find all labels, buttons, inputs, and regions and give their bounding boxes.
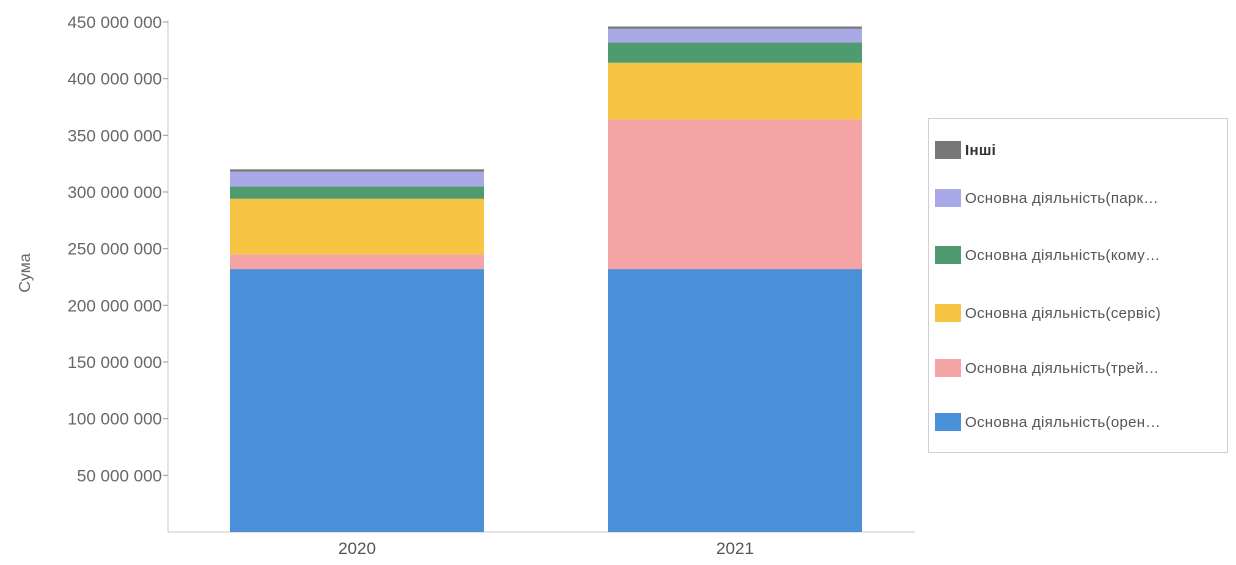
bar-segment — [230, 198, 484, 255]
y-tick-label: 400 000 000 — [67, 70, 162, 89]
y-tick-label: 150 000 000 — [67, 353, 162, 372]
bar-segment — [608, 42, 862, 63]
legend-label: Основна діяльність(парк… — [965, 189, 1159, 207]
bar-segment — [230, 269, 484, 532]
y-tick-label: 100 000 000 — [67, 410, 162, 429]
bar-segment — [608, 28, 862, 43]
chart-legend: Інші Основна діяльність(парк… Основна діял… — [928, 118, 1228, 453]
bar-segment — [230, 171, 484, 187]
y-tick-label: 350 000 000 — [67, 126, 162, 145]
legend-label: Основна діяльність(орен… — [965, 413, 1161, 431]
x-tick-label: 2021 — [716, 539, 754, 558]
bar-segment — [608, 119, 862, 270]
legend-label: Основна діяльність(сервіс) — [965, 304, 1161, 322]
x-tick-label: 2020 — [338, 539, 376, 558]
y-tick-label: 200 000 000 — [67, 296, 162, 315]
legend-item[interactable]: Основна діяльність(орен… — [935, 413, 1161, 431]
bar-segment — [230, 169, 484, 172]
y-tick-label: 300 000 000 — [67, 183, 162, 202]
bar-segment — [608, 62, 862, 120]
bar-segment — [230, 254, 484, 270]
bar-segment — [608, 269, 862, 532]
legend-item[interactable]: Основна діяльність(сервіс) — [935, 304, 1161, 322]
legend-label: Основна діяльність(трей… — [965, 359, 1160, 377]
y-axis-label: Сума — [17, 253, 34, 292]
y-tick-label: 250 000 000 — [67, 240, 162, 259]
legend-swatch — [935, 304, 961, 322]
legend-item[interactable]: Основна діяльність(трей… — [935, 359, 1159, 377]
legend-swatch — [935, 189, 961, 207]
bar-segment — [230, 186, 484, 199]
legend-swatch — [935, 413, 961, 431]
legend-item[interactable]: Інші — [935, 141, 996, 159]
legend-item[interactable]: Основна діяльність(кому… — [935, 246, 1160, 264]
bar-segment — [608, 26, 862, 29]
legend-swatch — [935, 359, 961, 377]
legend-label: Інші — [965, 141, 997, 159]
legend-label: Основна діяльність(кому… — [965, 246, 1161, 264]
y-tick-label: 450 000 000 — [67, 13, 162, 32]
legend-item[interactable]: Основна діяльність(парк… — [935, 189, 1159, 207]
y-tick-label: 50 000 000 — [77, 466, 162, 485]
legend-swatch — [935, 141, 961, 159]
legend-swatch — [935, 246, 961, 264]
